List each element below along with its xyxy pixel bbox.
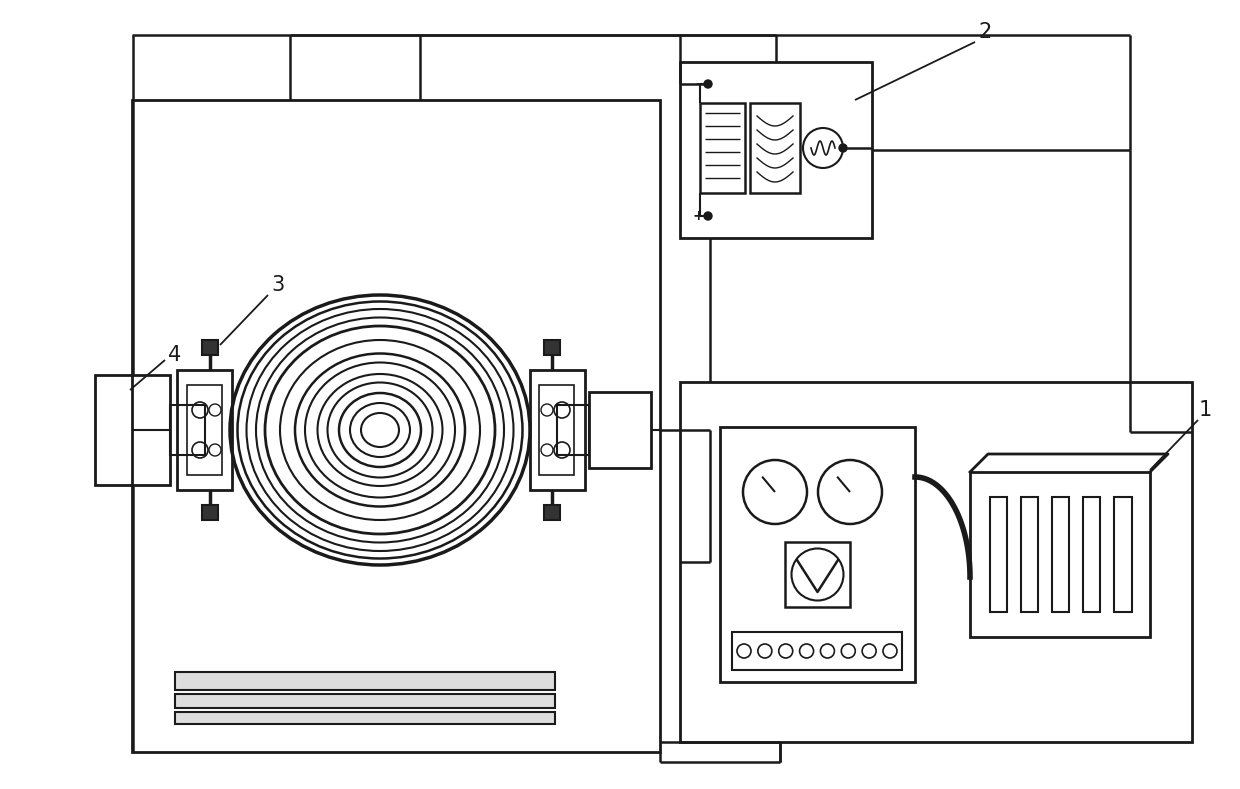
Bar xyxy=(589,392,651,468)
Bar xyxy=(131,100,660,752)
Bar xyxy=(539,385,574,475)
Bar xyxy=(785,542,849,607)
Text: 3: 3 xyxy=(272,275,285,295)
Bar xyxy=(529,370,585,490)
Text: -: - xyxy=(696,77,701,91)
Bar xyxy=(170,405,205,455)
Bar xyxy=(750,103,800,193)
Text: +: + xyxy=(692,209,704,223)
Bar xyxy=(175,712,556,724)
Bar xyxy=(1084,497,1100,612)
Bar xyxy=(970,472,1149,637)
Bar xyxy=(202,505,218,520)
Bar xyxy=(175,694,556,708)
Bar xyxy=(187,385,222,475)
Circle shape xyxy=(704,80,712,88)
Text: 1: 1 xyxy=(1198,400,1211,420)
Bar xyxy=(1115,497,1132,612)
Bar xyxy=(1021,497,1038,612)
Bar xyxy=(680,382,1192,742)
Bar xyxy=(544,505,560,520)
Circle shape xyxy=(704,212,712,220)
Bar xyxy=(95,375,170,485)
Bar xyxy=(202,340,218,355)
Bar xyxy=(720,427,915,682)
Bar xyxy=(557,405,589,455)
Bar xyxy=(175,672,556,690)
Text: 2: 2 xyxy=(978,22,992,42)
Bar xyxy=(680,62,872,238)
Bar xyxy=(732,632,901,670)
Ellipse shape xyxy=(361,413,399,447)
Text: 4: 4 xyxy=(169,345,181,365)
Bar xyxy=(1053,497,1069,612)
Bar xyxy=(544,340,560,355)
Bar xyxy=(701,103,745,193)
Bar xyxy=(990,497,1007,612)
Circle shape xyxy=(839,144,847,152)
Bar xyxy=(177,370,232,490)
